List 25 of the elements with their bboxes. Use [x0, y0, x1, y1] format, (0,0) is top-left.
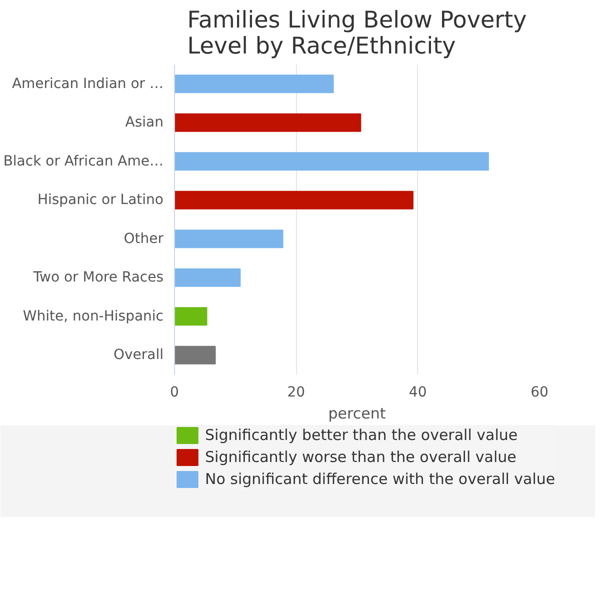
x-tick-label: 60 — [530, 384, 548, 400]
y-tick-label: White, non-Hispanic — [22, 308, 164, 324]
y-tick-label: Asian — [125, 114, 164, 131]
legend-label: No significant difference with the overall value — [205, 470, 556, 488]
bar — [174, 190, 414, 210]
y-tick-label: Other — [124, 230, 164, 247]
bar — [174, 113, 362, 132]
y-tick-label: Two or More Races — [32, 270, 164, 286]
x-tick-label: 0 — [170, 384, 179, 400]
bar — [174, 74, 334, 94]
bar — [174, 268, 241, 287]
y-tick-label: Overall — [113, 347, 164, 364]
bar — [174, 230, 284, 248]
bar — [174, 346, 216, 364]
legend-label: Significantly better than the overall value — [205, 426, 518, 444]
legend-label: Significantly worse than the overall value — [205, 448, 516, 466]
chart-title: Families Living Below Poverty Level by Race/Ethnicity — [187, 8, 527, 60]
bar — [174, 152, 489, 171]
x-tick-label: 20 — [287, 384, 306, 400]
y-tick-label: American Indian or … — [12, 76, 164, 92]
x-tick-label: 40 — [408, 384, 427, 400]
x-axis-title: percent — [328, 404, 386, 422]
y-tick-label: Hispanic or Latino — [37, 192, 164, 208]
bar — [174, 307, 208, 326]
y-tick-label: Black or African Ame… — [3, 153, 164, 170]
